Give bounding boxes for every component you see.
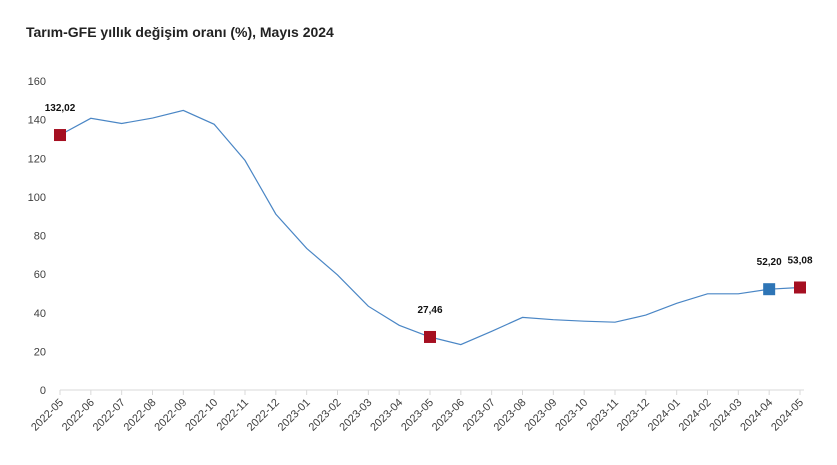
x-tick-label: 2022-10 bbox=[183, 397, 220, 434]
x-tick-label: 2023-06 bbox=[430, 397, 467, 434]
y-tick-label: 160 bbox=[28, 76, 46, 88]
y-tick-label: 80 bbox=[34, 231, 46, 243]
x-tick-label: 2022-09 bbox=[152, 397, 189, 434]
x-tick-label: 2022-08 bbox=[122, 397, 159, 434]
y-tick-label: 20 bbox=[34, 346, 46, 358]
x-tick-label: 2023-07 bbox=[461, 397, 498, 434]
y-tick-label: 60 bbox=[34, 269, 46, 281]
x-tick-label: 2023-11 bbox=[585, 397, 621, 433]
x-tick-label: 2024-02 bbox=[677, 397, 714, 434]
y-tick-label: 0 bbox=[40, 385, 46, 397]
y-tick-label: 140 bbox=[28, 115, 46, 127]
y-tick-label: 40 bbox=[34, 308, 46, 320]
data-point-marker bbox=[763, 283, 776, 296]
x-tick-label: 2024-01 bbox=[646, 397, 683, 434]
marker-layer bbox=[54, 129, 806, 343]
x-tick-label: 2022-05 bbox=[29, 397, 66, 434]
data-point-marker bbox=[794, 281, 806, 294]
y-tick-label: 100 bbox=[28, 192, 46, 204]
x-tick-label: 2024-05 bbox=[769, 397, 806, 434]
x-tick-label: 2022-11 bbox=[215, 397, 251, 433]
axis-layer: 0204060801001201401602022-052022-062022-… bbox=[28, 76, 806, 434]
x-tick-label: 2023-05 bbox=[399, 397, 436, 434]
data-label: 53,08 bbox=[787, 255, 812, 266]
x-tick-label: 2023-10 bbox=[553, 397, 590, 434]
x-tick-label: 2023-08 bbox=[492, 397, 529, 434]
x-tick-label: 2022-07 bbox=[91, 397, 128, 434]
x-tick-label: 2022-06 bbox=[60, 397, 97, 434]
x-tick-label: 2023-12 bbox=[615, 397, 652, 434]
data-label: 132,02 bbox=[45, 103, 76, 114]
data-point-marker bbox=[54, 129, 66, 142]
x-tick-label: 2024-03 bbox=[707, 397, 744, 434]
data-point-marker bbox=[424, 330, 436, 343]
data-label: 52,20 bbox=[757, 257, 782, 268]
x-tick-label: 2022-12 bbox=[245, 397, 282, 434]
x-tick-label: 2024-04 bbox=[738, 397, 775, 434]
x-tick-label: 2023-01 bbox=[276, 397, 313, 434]
chart-title: Tarım-GFE yıllık değişim oranı (%), Mayı… bbox=[26, 24, 334, 40]
x-tick-label: 2023-02 bbox=[307, 397, 344, 434]
y-tick-label: 120 bbox=[28, 153, 46, 165]
x-tick-label: 2023-04 bbox=[368, 397, 405, 434]
data-label: 27,46 bbox=[417, 305, 442, 316]
x-tick-label: 2023-09 bbox=[522, 397, 559, 434]
label-layer: 132,02 27,46 52,20 53,08 bbox=[45, 103, 813, 316]
x-tick-label: 2023-03 bbox=[337, 397, 374, 434]
